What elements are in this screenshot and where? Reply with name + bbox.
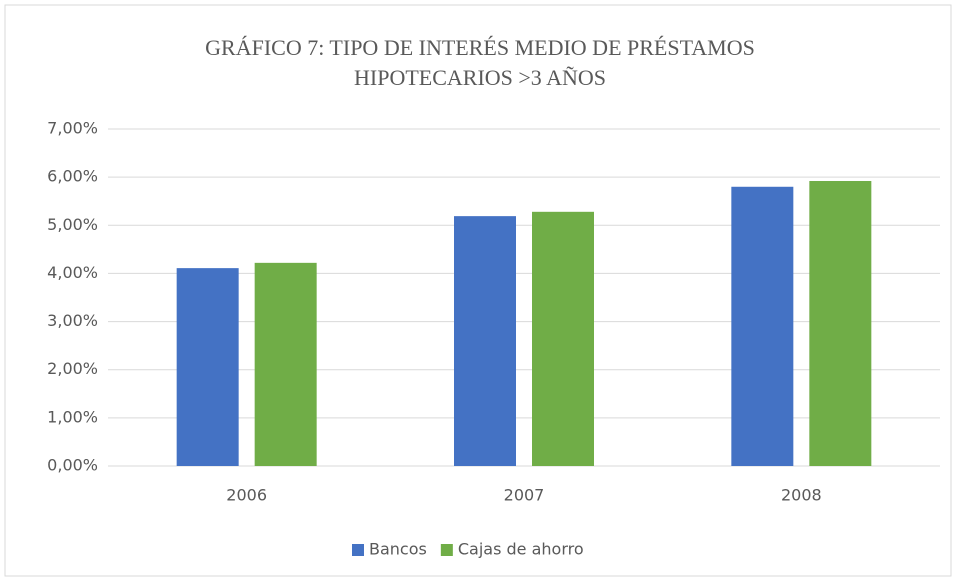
y-tick-label: 0,00% xyxy=(47,456,98,475)
chart-title: GRÁFICO 7: TIPO DE INTERÉS MEDIO DE PRÉS… xyxy=(205,35,755,60)
y-tick-label: 3,00% xyxy=(47,311,98,330)
bar xyxy=(254,262,317,466)
y-tick-label: 7,00% xyxy=(47,119,98,138)
bar xyxy=(454,216,516,466)
y-tick-label: 6,00% xyxy=(47,167,98,186)
legend-swatch xyxy=(440,544,453,556)
legend-swatch xyxy=(352,544,364,556)
y-tick-label: 4,00% xyxy=(47,263,98,282)
bar xyxy=(176,268,239,466)
x-tick-label: 2006 xyxy=(226,486,267,505)
bar xyxy=(731,186,794,466)
y-tick-label: 5,00% xyxy=(47,215,98,234)
bar xyxy=(809,180,872,466)
bar xyxy=(532,211,594,466)
x-tick-label: 2007 xyxy=(504,486,545,505)
chart-title: HIPOTECARIOS >3 AÑOS xyxy=(354,65,606,90)
legend-label: Bancos xyxy=(369,540,427,559)
y-tick-label: 1,00% xyxy=(47,407,98,426)
x-tick-label: 2008 xyxy=(781,486,822,505)
legend-label: Cajas de ahorro xyxy=(458,540,584,559)
y-tick-label: 2,00% xyxy=(47,359,98,378)
